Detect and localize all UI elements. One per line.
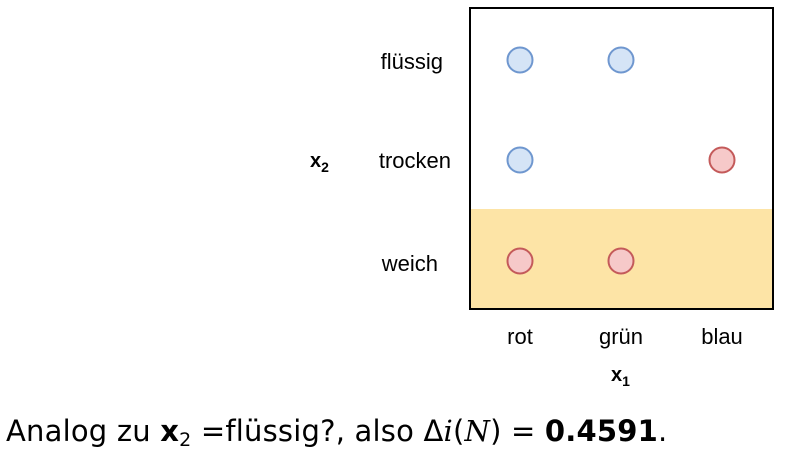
caption-prefix: Analog zu xyxy=(6,414,161,448)
col-label-gruen: grün xyxy=(599,324,643,349)
caption-func-i: i xyxy=(443,414,453,448)
point-blue-3 xyxy=(506,146,534,174)
axis-label-x2: x2 xyxy=(310,150,329,175)
split-diagram: flüssig trocken weich rot grün blau x2 x… xyxy=(310,7,774,389)
axis-label-x1-symbol: x xyxy=(611,364,622,386)
plot-frame xyxy=(469,7,774,310)
point-red-5 xyxy=(506,247,534,275)
row-label-weich: weich xyxy=(381,251,438,276)
axis-label-x2-subscript: 2 xyxy=(321,159,329,175)
row-label-trocken: trocken xyxy=(379,148,451,173)
caption-var-subscript: 2 xyxy=(179,429,192,451)
caption-delta: Δ xyxy=(423,414,444,448)
caption-paren-open: ( xyxy=(452,414,465,448)
row-label-fluessig: flüssig xyxy=(381,49,443,74)
caption-func-n: N xyxy=(464,414,491,448)
caption-formula: Analog zu x2 =flüssig?, also Δi(N) = 0.4… xyxy=(6,405,782,457)
point-blue-1 xyxy=(506,46,534,74)
point-red-4 xyxy=(708,146,736,174)
caption-equals: = xyxy=(501,414,545,448)
axis-label-x1: x1 xyxy=(611,364,630,389)
points-layer xyxy=(506,46,736,275)
caption-paren-close: ) xyxy=(490,414,502,448)
axis-label-x1-subscript: 1 xyxy=(622,373,630,389)
caption-var: x xyxy=(160,414,180,448)
col-label-rot: rot xyxy=(507,324,533,349)
col-label-blau: blau xyxy=(701,324,743,349)
caption-condition: =flüssig?, also xyxy=(191,414,424,448)
axis-label-x2-symbol: x xyxy=(310,150,321,172)
caption-suffix: . xyxy=(658,414,668,448)
point-blue-2 xyxy=(607,46,635,74)
caption-value: 0.4591 xyxy=(544,414,659,448)
point-red-6 xyxy=(607,247,635,275)
